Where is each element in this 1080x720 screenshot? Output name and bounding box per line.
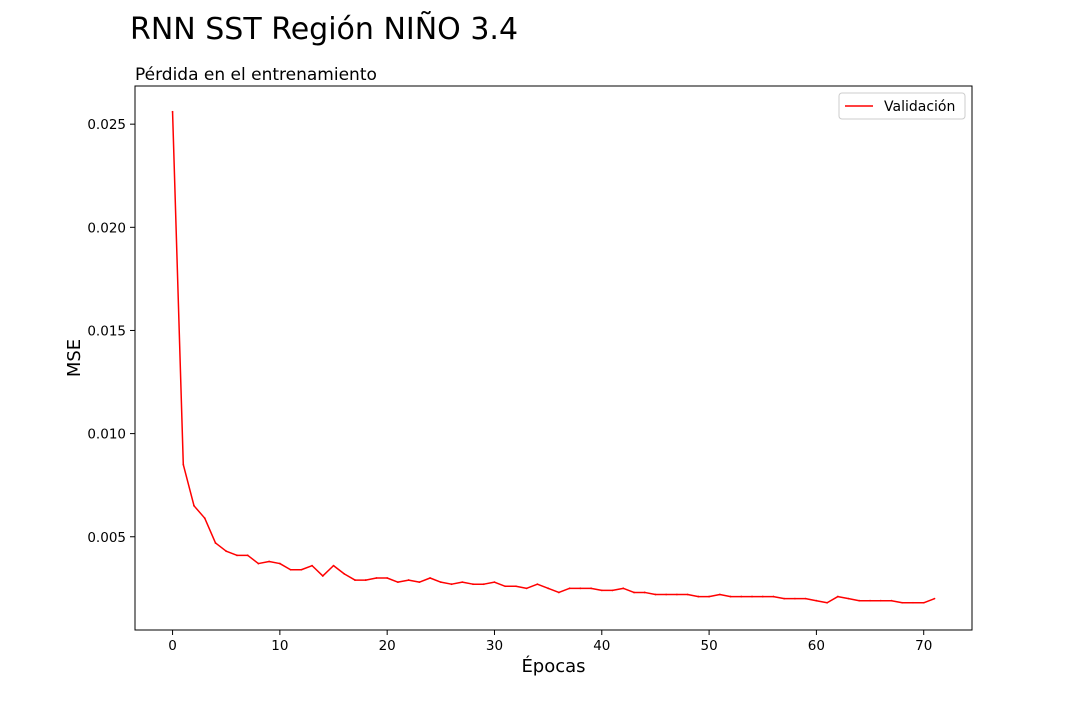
data-point: [643, 591, 646, 594]
data-point: [815, 599, 818, 602]
data-point: [933, 597, 936, 600]
data-point: [536, 583, 539, 586]
x-tick-label: 10: [271, 638, 288, 654]
plot-frame: [134, 85, 973, 631]
data-point: [375, 577, 378, 579]
data-point: [461, 581, 464, 584]
data-point: [300, 568, 303, 571]
data-point: [472, 583, 474, 586]
data-point: [751, 595, 753, 598]
data-point: [321, 575, 324, 577]
data-point: [600, 589, 603, 592]
series-line-validacion: [171, 111, 935, 604]
data-point: [257, 562, 260, 565]
data-point: [836, 595, 839, 598]
data-point: [364, 579, 367, 581]
x-tick-label: 60: [808, 638, 825, 654]
data-point: [729, 595, 732, 598]
y-axis-label: MSE: [64, 339, 85, 377]
data-point: [890, 599, 893, 602]
data-point: [418, 581, 421, 584]
data-point: [804, 597, 807, 600]
x-axis-label: Épocas: [521, 655, 585, 677]
y-tick-label: 0.010: [87, 427, 126, 443]
data-point: [386, 577, 389, 579]
y-tick-label: 0.025: [87, 117, 126, 133]
data-point: [676, 593, 678, 596]
y-tick-label: 0.015: [87, 323, 126, 339]
data-point: [611, 589, 614, 592]
data-point: [439, 581, 442, 584]
legend: Validación: [838, 92, 966, 120]
data-point: [397, 581, 399, 584]
data-point: [922, 601, 925, 604]
data-point: [332, 564, 335, 567]
data-point: [697, 595, 700, 598]
x-tick-label: 50: [701, 638, 718, 654]
data-point: [590, 587, 592, 590]
data-point: [783, 597, 786, 600]
data-point: [772, 595, 775, 598]
legend-box: [838, 92, 966, 120]
x-tick-label: 70: [915, 638, 932, 654]
data-point: [278, 562, 281, 565]
data-point: [547, 587, 550, 590]
data-point: [429, 577, 431, 579]
legend-label: Validación: [884, 99, 955, 115]
data-point: [901, 601, 904, 604]
data-point: [761, 595, 764, 598]
data-point: [568, 587, 571, 590]
data-point: [665, 593, 668, 596]
data-point: [794, 597, 796, 600]
data-point: [858, 599, 861, 602]
data-point: [912, 601, 914, 604]
data-point: [171, 110, 174, 113]
data-point: [869, 599, 871, 602]
figure-suptitle: RNN SST Región NIÑO 3.4: [130, 12, 519, 47]
chart-title: Pérdida en el entrenamiento: [135, 65, 377, 85]
x-tick-label: 20: [379, 638, 396, 654]
data-point: [718, 593, 721, 596]
data-point: [289, 568, 292, 571]
data-point: [579, 587, 582, 590]
data-point: [504, 585, 507, 588]
data-point: [654, 593, 657, 596]
x-tick-label: 0: [168, 638, 177, 654]
data-point: [246, 554, 249, 557]
data-point: [525, 587, 528, 590]
data-point: [311, 564, 313, 567]
data-point: [557, 591, 560, 594]
data-point: [826, 601, 829, 604]
x-tick-label: 30: [486, 638, 503, 654]
data-point: [633, 591, 635, 594]
data-point: [203, 517, 206, 520]
data-point: [182, 463, 185, 466]
data-point: [343, 572, 346, 575]
data-point: [740, 595, 743, 598]
y-tick-label: 0.020: [87, 220, 126, 236]
data-point: [482, 583, 485, 586]
data-point: [708, 595, 710, 598]
data-point: [686, 593, 689, 596]
data-point: [515, 585, 517, 588]
data-point: [622, 587, 625, 590]
data-point: [268, 560, 271, 563]
data-point: [879, 599, 882, 602]
data-point: [450, 583, 453, 586]
x-tick-label: 40: [593, 638, 610, 654]
data-point: [407, 579, 410, 581]
data-point: [493, 581, 496, 584]
data-point: [354, 579, 356, 581]
plot-area: [135, 86, 972, 630]
data-point: [225, 550, 228, 553]
y-tick-label: 0.005: [87, 530, 126, 546]
data-point: [193, 504, 195, 507]
data-point: [236, 554, 238, 557]
data-point: [214, 542, 217, 544]
data-point: [847, 597, 850, 600]
